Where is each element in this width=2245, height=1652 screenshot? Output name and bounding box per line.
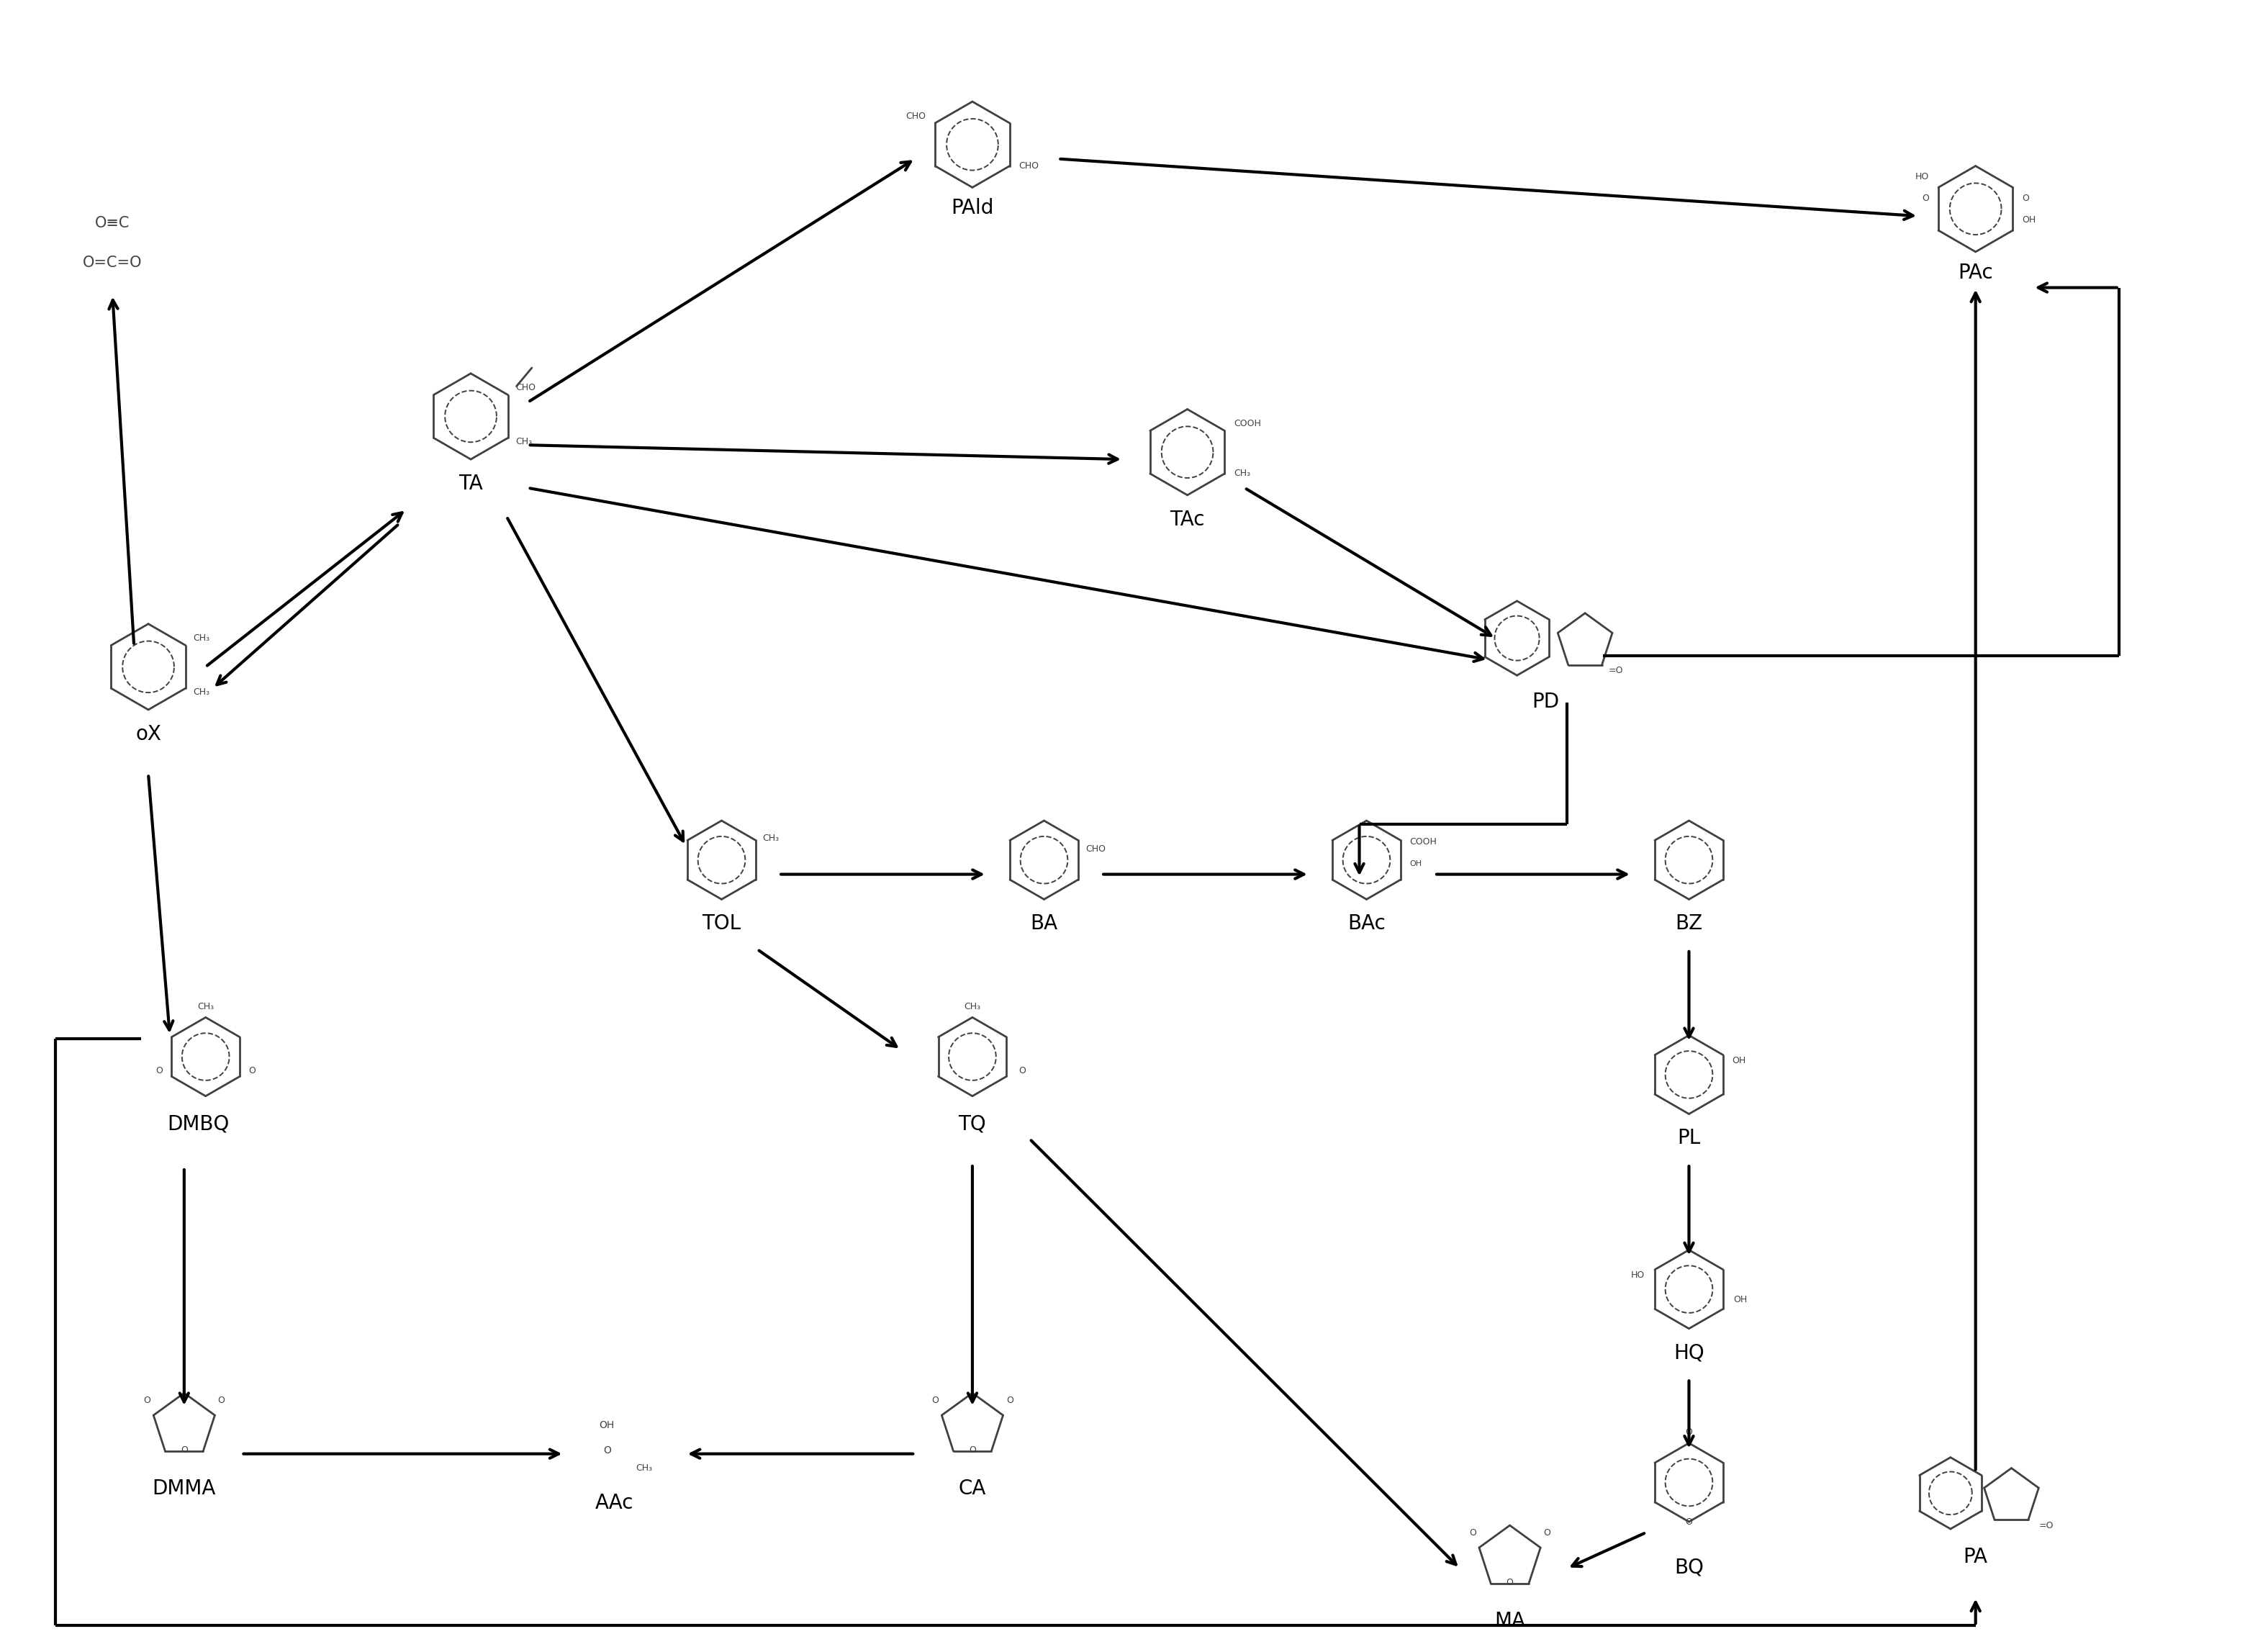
Text: CA: CA bbox=[959, 1479, 986, 1498]
Text: PD: PD bbox=[1531, 692, 1560, 712]
Text: OH: OH bbox=[2023, 215, 2036, 225]
Text: O: O bbox=[180, 1446, 189, 1455]
Text: OH: OH bbox=[599, 1421, 615, 1431]
Text: BZ: BZ bbox=[1675, 914, 1702, 933]
Text: TOL: TOL bbox=[703, 914, 741, 933]
Text: O: O bbox=[1506, 1578, 1513, 1588]
Text: CH₃: CH₃ bbox=[963, 1003, 981, 1011]
Text: BAc: BAc bbox=[1347, 914, 1385, 933]
Text: O: O bbox=[155, 1067, 162, 1075]
Text: O: O bbox=[1922, 193, 1928, 203]
Text: O: O bbox=[932, 1396, 938, 1404]
Text: =O: =O bbox=[1610, 666, 1623, 676]
Text: HO: HO bbox=[1915, 172, 1928, 182]
Text: OH: OH bbox=[1410, 861, 1421, 867]
Text: HQ: HQ bbox=[1673, 1343, 1704, 1363]
Text: DMMA: DMMA bbox=[153, 1479, 216, 1498]
Text: PAld: PAld bbox=[952, 198, 995, 218]
Text: COOH: COOH bbox=[1410, 838, 1437, 847]
Text: CHO: CHO bbox=[905, 111, 925, 121]
Text: O: O bbox=[144, 1396, 150, 1404]
Text: O: O bbox=[1019, 1067, 1026, 1075]
Text: O: O bbox=[1686, 1517, 1693, 1526]
Text: PL: PL bbox=[1677, 1128, 1699, 1148]
Text: OH: OH bbox=[1733, 1295, 1747, 1305]
Text: CH₃: CH₃ bbox=[1235, 469, 1250, 479]
Text: CHO: CHO bbox=[1019, 162, 1039, 170]
Text: O≡C: O≡C bbox=[94, 216, 130, 230]
Text: CH₃: CH₃ bbox=[635, 1464, 653, 1474]
Text: O=C=O: O=C=O bbox=[83, 256, 141, 269]
Text: oX: oX bbox=[135, 724, 162, 743]
Text: O: O bbox=[1468, 1528, 1477, 1538]
Text: DMBQ: DMBQ bbox=[168, 1113, 229, 1135]
Text: O: O bbox=[1545, 1528, 1551, 1538]
Text: CH₃: CH₃ bbox=[514, 436, 532, 446]
Text: TAc: TAc bbox=[1170, 509, 1206, 530]
Text: CH₃: CH₃ bbox=[193, 687, 209, 697]
Text: HO: HO bbox=[1630, 1270, 1646, 1280]
Text: =O: =O bbox=[2038, 1521, 2054, 1530]
Text: O: O bbox=[249, 1067, 256, 1075]
Text: PA: PA bbox=[1964, 1546, 1987, 1568]
Text: COOH: COOH bbox=[1235, 420, 1262, 428]
Text: OH: OH bbox=[1731, 1056, 1747, 1066]
Text: O: O bbox=[1006, 1396, 1012, 1404]
Text: O: O bbox=[1686, 1427, 1693, 1437]
Text: CHO: CHO bbox=[1087, 844, 1107, 854]
Text: CHO: CHO bbox=[514, 383, 534, 393]
Text: PAc: PAc bbox=[1958, 263, 1994, 282]
Text: O: O bbox=[2023, 193, 2029, 203]
Text: O: O bbox=[604, 1446, 611, 1455]
Text: TQ: TQ bbox=[959, 1113, 986, 1135]
Text: TA: TA bbox=[458, 474, 483, 494]
Text: CH₃: CH₃ bbox=[763, 834, 779, 843]
Text: CH₃: CH₃ bbox=[193, 633, 209, 643]
Text: BQ: BQ bbox=[1675, 1558, 1704, 1578]
Text: O: O bbox=[218, 1396, 225, 1404]
Text: O: O bbox=[970, 1446, 977, 1455]
Text: AAc: AAc bbox=[595, 1493, 633, 1513]
Text: CH₃: CH₃ bbox=[198, 1003, 213, 1011]
Text: MA: MA bbox=[1495, 1611, 1524, 1632]
Text: BA: BA bbox=[1030, 914, 1057, 933]
